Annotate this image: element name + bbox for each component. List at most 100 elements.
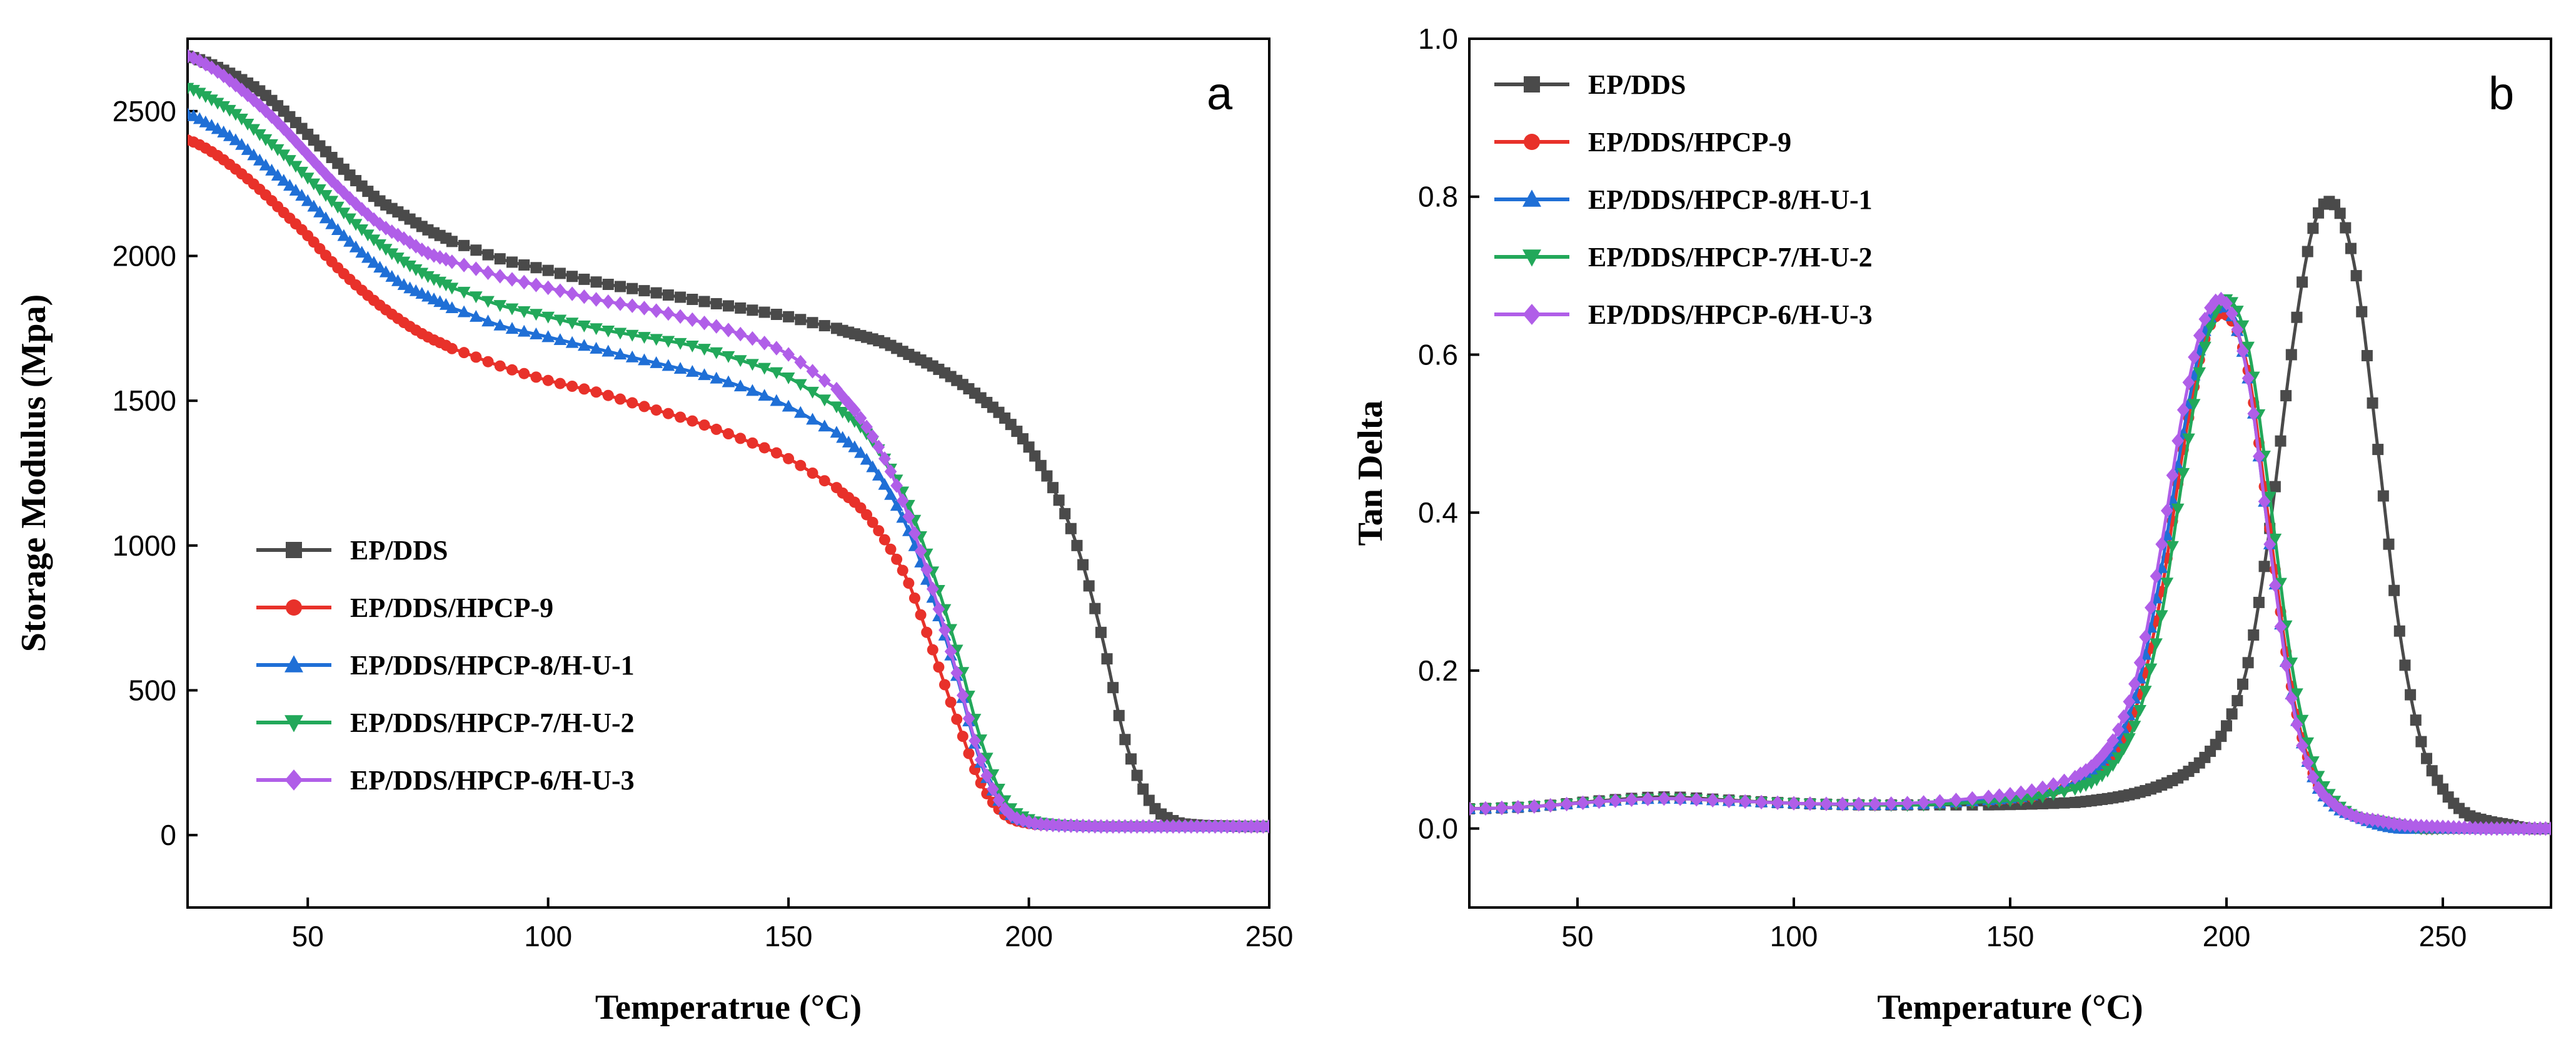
panel-a-data-point: [590, 323, 603, 336]
panel-a-data-point: [793, 379, 807, 391]
panel-b-series-line-1: [1469, 199, 2551, 831]
panel-a-data-point: [872, 468, 885, 481]
panel-a-data-point: [770, 447, 782, 459]
panel-a-data-point: [926, 581, 939, 597]
panel-b-data-point: [2150, 638, 2163, 651]
panel-b-legend-marker: [1522, 304, 1541, 325]
panel-a-data-point: [541, 280, 555, 296]
panel-a-data-point: [307, 199, 321, 212]
panel-b-data-point: [1625, 792, 1638, 808]
panel-a-data-point: [253, 153, 266, 166]
panel-a-data-point: [861, 509, 873, 521]
panel-a-x-tick-label: 100: [524, 920, 572, 952]
panel-b-data-point: [2301, 755, 2314, 771]
panel-a-data-point: [265, 164, 278, 176]
panel-a-data-point: [848, 440, 862, 452]
panel-b-data-point: [2280, 390, 2292, 402]
panel-a-data-point: [890, 478, 903, 493]
panel-a-data-point: [493, 300, 507, 312]
panel-b-data-point: [2241, 341, 2255, 354]
panel-b-data-point: [2193, 328, 2206, 343]
panel-a-y-axis-title: Storage Modulus (Mpa): [14, 294, 53, 652]
panel-b-data-point: [1496, 800, 1508, 816]
panel-b-y-axis-title: Tan Delta: [1351, 401, 1390, 546]
panel-b-data-point: [2263, 491, 2277, 504]
panel-b-data-point: [2144, 663, 2158, 676]
panel-a-data-point: [944, 644, 957, 659]
panel-a-data-point: [590, 341, 603, 354]
panel-a-series: [188, 49, 1269, 834]
panel-b-data-point: [2198, 341, 2211, 354]
panel-b-data-point: [1820, 796, 1833, 811]
panel-b-data-point: [2230, 306, 2244, 318]
panel-b-data-point: [2166, 468, 2179, 483]
panel-b-data-point: [2220, 296, 2233, 311]
panel-a-data-point: [722, 375, 735, 388]
panel-a-data-point: [818, 373, 831, 388]
panel-b-data-point: [2345, 807, 2357, 822]
panel-b-data-point: [2106, 759, 2120, 772]
panel-b-data-point: [2340, 222, 2352, 234]
panel-b-x-tick-label: 200: [2203, 920, 2251, 952]
panel-b-data-point: [1576, 795, 1589, 811]
panel-a-data-point: [758, 389, 772, 401]
panel-a-data-point: [1077, 559, 1089, 571]
panel-a-series-markers-1: [188, 50, 1269, 832]
panel-b-data-point: [2198, 311, 2211, 327]
panel-a-data-point: [481, 296, 495, 308]
panel-b-data-point: [2290, 688, 2303, 701]
panel-a-data-point: [1107, 682, 1119, 694]
panel-a-data-point: [506, 364, 518, 376]
panel-b-data-point: [2377, 490, 2389, 502]
panel-b-data-point: [2291, 311, 2303, 323]
panel-b-data-point: [1933, 794, 1946, 809]
panel-a-data-point: [565, 318, 579, 330]
panel-b-legend-label: EP/DDS/HPCP-8/H-U-1: [1588, 184, 1873, 215]
panel-b-data-point: [2388, 584, 2400, 596]
panel-a-data-point: [710, 423, 722, 435]
panel-b-data-point: [2297, 276, 2308, 288]
panel-a-data-point: [818, 475, 830, 487]
panel-b-data-point: [1609, 793, 1622, 808]
panel-a-data-point: [650, 334, 663, 346]
panel-a-data-point: [1017, 812, 1029, 828]
panel-a-data-point: [229, 109, 243, 121]
panel-b-data-point: [1982, 789, 1995, 804]
panel-b-data-point: [2426, 765, 2438, 777]
panel-a-data-point: [283, 179, 296, 191]
panel-a-data-point: [896, 493, 909, 508]
panel-a-data-point: [735, 302, 747, 314]
panel-a-data-point: [830, 426, 843, 438]
panel-a-x-tick-label: 50: [292, 920, 324, 952]
panel-a-data-point: [675, 411, 687, 423]
panel-b-data-point: [2150, 569, 2163, 584]
panel-b-series: [1469, 196, 2551, 836]
panel-a-data-point: [795, 314, 807, 326]
panel-b-data-point: [2236, 344, 2249, 359]
panel-b-x-axis-title: Temperature (°C): [1877, 988, 2143, 1027]
panel-b-data-point: [2241, 371, 2255, 386]
panel-a-data-point: [445, 301, 459, 313]
panel-b-data-point: [2410, 714, 2422, 726]
panel-b-data-point: [2301, 737, 2315, 749]
panel-b-data-point: [2046, 789, 2060, 801]
panel-b-data-point: [2014, 794, 2028, 807]
panel-b-data-point: [2133, 704, 2146, 717]
panel-a-data-point: [602, 389, 614, 401]
panel-a-data-point: [542, 264, 554, 276]
panel-a-data-point: [650, 404, 662, 416]
panel-a-data-point: [1022, 814, 1035, 830]
panel-a-x-tick-label: 150: [765, 920, 813, 952]
panel-b-data-point: [2074, 766, 2087, 781]
panel-a-data-point: [613, 328, 627, 340]
panel-b-y-tick-label: 0.6: [1418, 338, 1458, 371]
panel-a-data-point: [601, 326, 615, 338]
panel-a-data-point: [897, 564, 908, 576]
panel-a-data-point: [1004, 808, 1017, 822]
panel-b-data-point: [2334, 208, 2346, 219]
panel-a-data-point: [625, 329, 639, 342]
panel-a-data-point: [602, 279, 614, 291]
panel-a-data-point: [265, 139, 278, 151]
panel-a-data-point: [962, 711, 975, 726]
panel-b-data-point: [2101, 741, 2114, 756]
